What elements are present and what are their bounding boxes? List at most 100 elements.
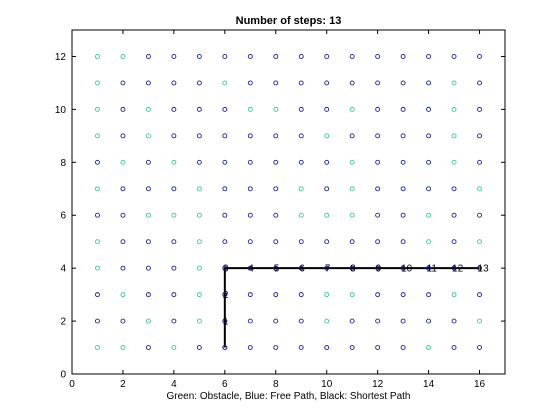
free-point bbox=[400, 133, 406, 139]
free-point bbox=[222, 186, 228, 192]
free-point bbox=[400, 292, 406, 298]
step-label: 1 bbox=[223, 317, 229, 328]
free-point bbox=[349, 239, 355, 245]
free-point bbox=[298, 239, 304, 245]
obstacle-point bbox=[273, 106, 279, 112]
free-point bbox=[222, 106, 228, 112]
free-point bbox=[375, 186, 381, 192]
path-polyline bbox=[223, 267, 480, 348]
x-axis-label: Green: Obstacle, Blue: Free Path, Black:… bbox=[166, 391, 410, 402]
step-label: 3 bbox=[223, 264, 229, 275]
free-point bbox=[400, 186, 406, 192]
free-point bbox=[120, 133, 126, 139]
free-point bbox=[400, 318, 406, 324]
free-point bbox=[196, 133, 202, 139]
free-point bbox=[171, 186, 177, 192]
obstacle-point bbox=[298, 186, 304, 192]
obstacle-point bbox=[120, 54, 126, 59]
obstacle-point bbox=[451, 133, 457, 139]
free-point bbox=[196, 106, 202, 112]
free-point bbox=[324, 106, 330, 112]
obstacle-point bbox=[298, 212, 304, 218]
free-point bbox=[273, 186, 279, 192]
step-label: 8 bbox=[350, 264, 356, 275]
free-point bbox=[171, 54, 177, 59]
step-label: 13 bbox=[478, 264, 490, 275]
free-point bbox=[477, 159, 482, 165]
free-point bbox=[477, 212, 482, 218]
step-label: 4 bbox=[248, 264, 254, 275]
free-point bbox=[273, 80, 279, 86]
step-label: 9 bbox=[376, 264, 382, 275]
free-point bbox=[222, 239, 228, 245]
plot-area: 123 4 5 6 7 8 9 10 11 12 13 0 2 4 6 8 10 12 14 16 02468101… bbox=[55, 29, 506, 390]
free-point bbox=[298, 106, 304, 112]
free-point bbox=[477, 133, 482, 139]
free-point bbox=[400, 345, 406, 350]
free-point bbox=[196, 80, 202, 86]
obstacle-point bbox=[426, 345, 432, 350]
free-point bbox=[477, 54, 482, 59]
obstacle-point bbox=[145, 212, 151, 218]
free-point bbox=[451, 318, 457, 324]
obstacle-point bbox=[95, 106, 100, 112]
step-label: 2 bbox=[223, 290, 229, 301]
free-point bbox=[375, 159, 381, 165]
free-point bbox=[145, 80, 151, 86]
y-tick-label: 8 bbox=[60, 158, 66, 169]
free-point bbox=[120, 106, 126, 112]
obstacle-point bbox=[196, 292, 202, 298]
obstacle-point bbox=[426, 212, 432, 218]
path-point bbox=[222, 265, 228, 271]
obstacle-point bbox=[324, 133, 330, 139]
obstacle-point bbox=[451, 80, 457, 86]
free-point bbox=[247, 54, 253, 59]
step-label: 5 bbox=[274, 264, 280, 275]
obstacle-point bbox=[426, 239, 432, 245]
x-tick-label: 2 bbox=[120, 379, 126, 390]
path-point bbox=[222, 345, 228, 350]
path-point bbox=[298, 265, 304, 271]
free-point bbox=[145, 239, 151, 245]
free-point bbox=[375, 212, 381, 218]
obstacle-point bbox=[349, 159, 355, 165]
step-label: 10 bbox=[401, 264, 413, 275]
x-tick-label: 4 bbox=[171, 379, 177, 390]
free-point bbox=[298, 159, 304, 165]
obstacle-point bbox=[95, 239, 100, 245]
free-point bbox=[273, 292, 279, 298]
obstacle-point bbox=[196, 239, 202, 245]
obstacle-point bbox=[120, 292, 126, 298]
free-point bbox=[222, 54, 228, 59]
free-point bbox=[400, 54, 406, 59]
y-tick-label: 12 bbox=[55, 52, 67, 63]
axes-box bbox=[71, 29, 506, 375]
obstacle-point bbox=[171, 212, 177, 218]
free-point bbox=[196, 345, 202, 350]
x-tick-label: 8 bbox=[273, 379, 279, 390]
free-point bbox=[95, 159, 100, 165]
path-point bbox=[247, 265, 253, 271]
free-point bbox=[171, 239, 177, 245]
free-point bbox=[375, 345, 381, 350]
free-point bbox=[451, 239, 457, 245]
free-point bbox=[95, 212, 100, 218]
obstacle-point bbox=[95, 133, 100, 139]
free-point bbox=[400, 159, 406, 165]
free-point bbox=[298, 292, 304, 298]
free-point bbox=[247, 186, 253, 192]
free-point bbox=[247, 80, 253, 86]
free-point bbox=[273, 345, 279, 350]
obstacle-point bbox=[451, 106, 457, 112]
free-point bbox=[349, 345, 355, 350]
free-point bbox=[477, 345, 482, 350]
path-point bbox=[400, 265, 406, 271]
free-point bbox=[273, 318, 279, 324]
free-point bbox=[145, 292, 151, 298]
free-point bbox=[324, 54, 330, 59]
free-point bbox=[400, 212, 406, 218]
free-point bbox=[171, 133, 177, 139]
free-point bbox=[426, 159, 432, 165]
free-point bbox=[145, 159, 151, 165]
